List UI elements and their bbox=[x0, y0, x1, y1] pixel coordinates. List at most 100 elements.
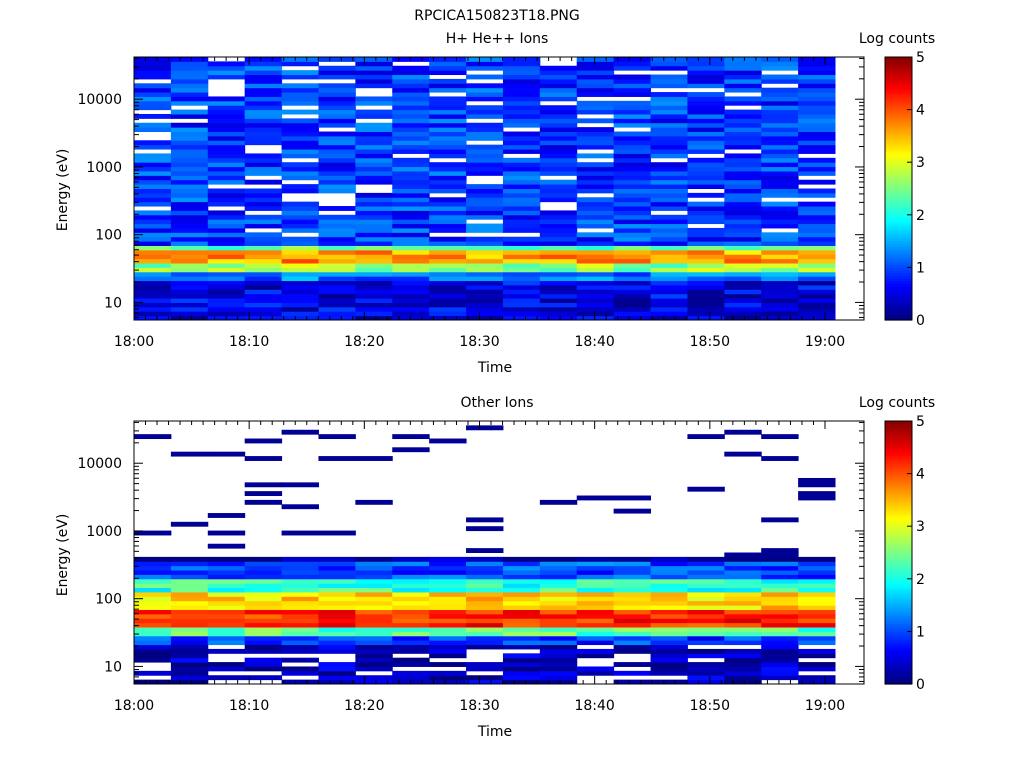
other-ions-ylabel: Energy (eV) bbox=[55, 514, 71, 597]
spectrogram-cell bbox=[724, 561, 762, 567]
spectrogram-cell bbox=[502, 65, 541, 71]
colorbar-segment bbox=[885, 457, 912, 462]
spectrogram-cell bbox=[207, 149, 246, 154]
spectrogram-cell bbox=[466, 197, 504, 203]
spectrogram-cell bbox=[466, 526, 504, 532]
spectrogram-cell bbox=[244, 578, 283, 584]
spectrogram-cell bbox=[355, 675, 393, 681]
spectrogram-cell bbox=[134, 530, 172, 536]
spectrogram-cell bbox=[502, 109, 541, 115]
spectrogram-cell bbox=[207, 122, 246, 128]
spectrogram-cell bbox=[281, 648, 319, 654]
spectrogram-cell bbox=[761, 578, 799, 584]
spectrogram-cell bbox=[318, 214, 356, 220]
spectrogram-cell bbox=[392, 600, 430, 606]
spectrogram-cell bbox=[207, 166, 246, 172]
spectrogram-cell bbox=[761, 140, 799, 146]
colorbar-segment bbox=[885, 644, 912, 648]
spectrogram-cell bbox=[244, 70, 283, 76]
spectrogram-cell bbox=[761, 613, 799, 619]
spectrogram-cell bbox=[466, 298, 504, 303]
spectrogram-cell bbox=[613, 605, 652, 610]
colorbar-segment bbox=[885, 301, 912, 305]
spectrogram-cell bbox=[687, 600, 725, 606]
spectrogram-cell bbox=[244, 640, 283, 646]
spectrogram-cell bbox=[539, 223, 578, 229]
spectrogram-cell bbox=[502, 578, 541, 584]
spectrogram-cell bbox=[761, 657, 799, 663]
spectrogram-cell bbox=[281, 201, 319, 207]
spectrogram-cell bbox=[724, 188, 762, 194]
colorbar-segment bbox=[885, 201, 912, 205]
spectrogram-cell bbox=[392, 644, 430, 650]
spectrogram-cell bbox=[466, 263, 504, 268]
spectrogram-cell bbox=[539, 83, 578, 89]
spectrogram-cell bbox=[170, 618, 209, 624]
spectrogram-cell bbox=[502, 570, 541, 575]
spectrogram-cell bbox=[244, 302, 283, 308]
spectrogram-cell bbox=[170, 254, 209, 260]
spectrogram-cell bbox=[392, 74, 430, 80]
colorbar-segment bbox=[885, 259, 912, 263]
spectrogram-cell bbox=[613, 254, 652, 260]
spectrogram-cell bbox=[613, 214, 652, 220]
spectrogram-cell bbox=[466, 574, 504, 580]
colorbar-segment bbox=[885, 631, 912, 635]
spectrogram-cell bbox=[724, 618, 762, 624]
spectrogram-cell bbox=[134, 245, 172, 251]
spectrogram-cell bbox=[650, 175, 688, 181]
spectrogram-cell bbox=[539, 144, 578, 150]
spectrogram-cell bbox=[244, 87, 283, 93]
spectrogram-cell bbox=[429, 306, 467, 312]
spectrogram-cell bbox=[798, 96, 836, 102]
spectrogram-cell bbox=[650, 605, 688, 610]
spectrogram-cell bbox=[429, 175, 467, 181]
spectrogram-cell bbox=[170, 166, 209, 172]
spectrogram-cell bbox=[576, 574, 615, 580]
spectrogram-cell bbox=[318, 131, 356, 137]
spectrogram-cell bbox=[392, 583, 430, 589]
spectrogram-cell bbox=[724, 578, 762, 584]
spectrogram-cell bbox=[798, 653, 836, 659]
spectrogram-cell bbox=[244, 113, 283, 119]
spectrogram-cell bbox=[170, 609, 209, 615]
spectrogram-cell bbox=[761, 640, 799, 646]
spectrogram-cell bbox=[170, 170, 209, 176]
spectrogram-cell bbox=[502, 201, 541, 207]
colorbar-segment bbox=[885, 523, 912, 527]
spectrogram-cell bbox=[392, 561, 430, 567]
colorbar-segment bbox=[885, 470, 912, 475]
spectrogram-cell bbox=[392, 70, 430, 76]
spectrogram-cell bbox=[170, 184, 209, 189]
colorbar-segment bbox=[885, 447, 912, 451]
colorbar-segment bbox=[885, 254, 912, 258]
spectrogram-cell bbox=[429, 57, 467, 62]
spectrogram-cell bbox=[724, 635, 762, 641]
spectrogram-cell bbox=[724, 201, 762, 207]
spectrogram-cell bbox=[466, 609, 504, 615]
spectrogram-cell bbox=[429, 605, 467, 610]
spectrogram-cell bbox=[761, 241, 799, 246]
spectrogram-cell bbox=[244, 105, 283, 111]
colorbar-segment bbox=[885, 264, 912, 268]
spectrogram-cell bbox=[761, 113, 799, 119]
plot-frame bbox=[133, 420, 865, 685]
spectrogram-cell bbox=[687, 70, 725, 76]
spectrogram-cell bbox=[650, 236, 688, 242]
spectrogram-cell bbox=[724, 640, 762, 646]
spectrogram-cell bbox=[207, 662, 246, 667]
spectrogram-cell bbox=[429, 565, 467, 571]
spectrogram-cell bbox=[318, 640, 356, 646]
spectrogram-cell bbox=[207, 210, 246, 216]
spectrogram-cell bbox=[355, 302, 393, 308]
spectrogram-cell bbox=[429, 271, 467, 277]
spectrogram-cell bbox=[724, 100, 762, 106]
spectrogram-cell bbox=[244, 127, 283, 133]
spectrogram-cell bbox=[613, 591, 652, 597]
colorbar-segment bbox=[885, 494, 912, 498]
spectrogram-cell bbox=[687, 135, 725, 141]
spectrogram-cell bbox=[650, 635, 688, 641]
spectrogram-cell bbox=[355, 214, 393, 220]
spectrogram-cell bbox=[576, 109, 615, 115]
spectrogram-cell bbox=[318, 280, 356, 286]
